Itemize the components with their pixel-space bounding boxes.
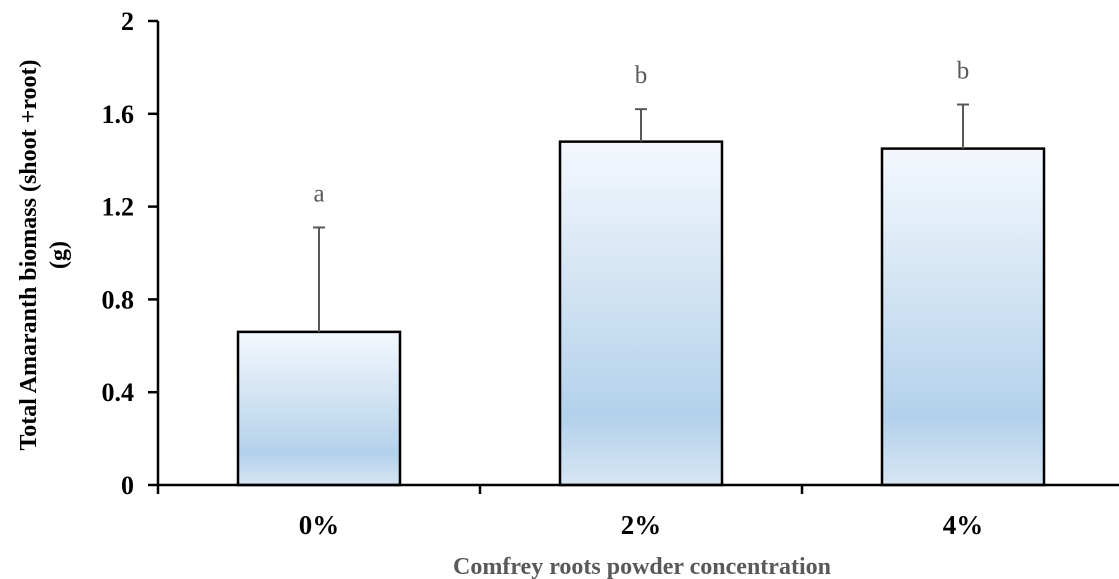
- y-axis-title-line1: Total Amaranth biomass (shoot +root): [16, 59, 42, 450]
- y-axis-title-line2: (g): [46, 241, 72, 269]
- error-bars-group: [313, 103, 969, 332]
- bar-2%: [558, 140, 724, 487]
- y-tick-label: 0.4: [102, 378, 135, 407]
- significance-labels-group: a b b: [313, 58, 969, 208]
- significance-label-2%: b: [635, 62, 648, 89]
- x-axis-title: Comfrey roots powder concentration: [453, 554, 831, 579]
- significance-label-0%: a: [313, 180, 324, 207]
- x-tick-label-4%: 4%: [943, 510, 984, 540]
- y-tick-label: 0: [121, 471, 134, 500]
- y-axis-title: Total Amaranth biomass (shoot +root) (g): [16, 59, 72, 450]
- y-axis: 0 0.4 0.8 1.2 1.6 2: [102, 7, 160, 500]
- y-tick-label: 1.2: [102, 193, 135, 222]
- y-tick-label: 2: [121, 7, 134, 36]
- x-tick-label-0%: 0%: [299, 510, 340, 540]
- y-tick-label: 0.8: [102, 285, 135, 314]
- bars-group: [236, 140, 1046, 487]
- bar-0%: [236, 330, 402, 487]
- x-tick-label-2%: 2%: [621, 510, 662, 540]
- significance-label-4%: b: [957, 58, 970, 85]
- x-axis: 0% 2% 4%: [156, 483, 1119, 540]
- y-tick-label: 1.6: [102, 100, 135, 129]
- bar-4%: [880, 147, 1046, 487]
